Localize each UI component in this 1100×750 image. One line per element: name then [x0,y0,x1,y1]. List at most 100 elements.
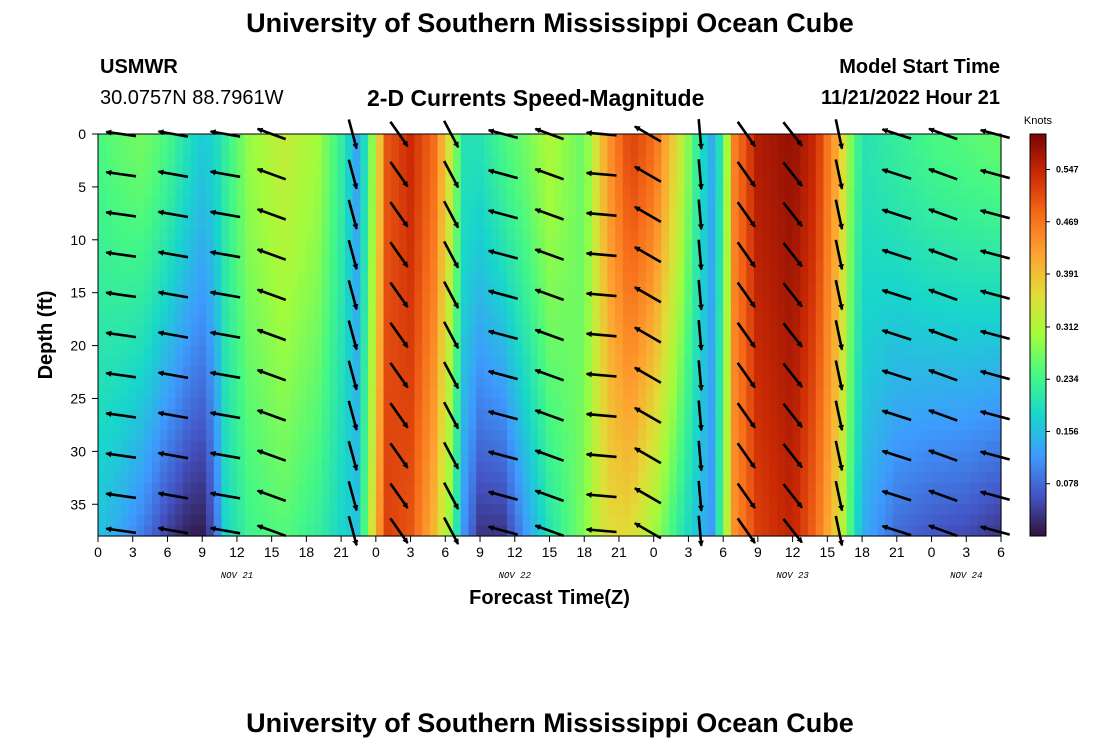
heatmap-cell [414,356,423,368]
heatmap-cell [213,218,223,230]
heatmap-cell [784,155,794,167]
heatmap-cell [136,218,145,230]
heatmap-cell [561,134,570,146]
heatmap-cell [414,250,423,262]
heatmap-cell [939,186,948,199]
heatmap-cell [144,155,153,167]
heatmap-cell [314,493,323,505]
heatmap-cell [815,229,825,241]
heatmap-cell [406,483,416,495]
heatmap-cell [229,504,238,516]
heatmap-cell [707,176,717,188]
heatmap-cell [707,335,717,347]
heatmap-cell [877,292,886,304]
heatmap-cell [723,366,732,378]
heatmap-cell [530,208,539,220]
heatmap-cell [399,165,408,177]
heatmap-cell [946,324,956,336]
heatmap-cell [476,292,485,304]
heatmap-cell [507,176,516,188]
heatmap-cell [383,176,392,188]
heatmap-cell [576,218,585,230]
heatmap-cell [946,250,956,262]
heatmap-cell [599,472,608,484]
heatmap-cell [468,271,477,283]
heatmap-cell [777,239,786,251]
heatmap-cell [993,356,1002,368]
heatmap-cell [908,525,917,537]
heatmap-cell [676,409,686,421]
heatmap-cell [730,197,740,209]
heatmap-cell [561,250,570,262]
heatmap-cell [561,155,570,167]
heatmap-cell [445,483,454,495]
current-vector [209,410,241,420]
heatmap-cell [530,324,539,336]
heatmap-cell [692,186,701,199]
heatmap-cell [206,324,215,336]
heatmap-cell [946,271,956,283]
heatmap-cell [761,356,771,368]
heatmap-cell [483,250,493,262]
heatmap-cell [684,514,693,527]
heatmap-cell [314,186,323,199]
heatmap-cell [360,483,369,495]
heatmap-cell [152,451,161,463]
heatmap-cell [607,144,616,156]
heatmap-cell [530,483,539,495]
heatmap-cell [885,208,894,220]
heatmap-cell [514,514,524,527]
heatmap-cell [815,472,825,484]
heatmap-cell [684,250,693,262]
current-vector [157,290,189,299]
heatmap-cell [985,483,994,495]
current-vector [389,442,409,469]
heatmap-cell [661,197,670,209]
heatmap-cell [159,398,169,410]
heatmap-cell [414,483,423,495]
heatmap-cell [275,366,284,378]
heatmap-cell [283,356,292,368]
heatmap-cell [939,313,948,326]
heatmap-cell [892,366,902,378]
heatmap-cell [98,461,107,474]
heatmap-cell [607,324,616,336]
heatmap-cell [607,134,616,146]
current-vector [534,328,565,342]
heatmap-cell [700,176,709,188]
heatmap-cell [314,472,323,484]
heatmap-cell [522,335,531,347]
heatmap-cell [522,239,531,251]
heatmap-cell [530,356,539,368]
heatmap-cell [931,504,940,516]
heatmap-cell [244,239,253,251]
heatmap-cell [306,451,315,463]
heatmap-cell [537,134,547,146]
heatmap-cell [321,493,331,505]
heatmap-cell [746,271,755,283]
heatmap-cell [283,303,292,315]
heatmap-cell [892,165,902,177]
heatmap-cell [777,525,786,537]
heatmap-cell [290,461,300,474]
heatmap-cell [113,229,122,241]
heatmap-cell [221,504,230,516]
heatmap-cell [808,208,817,220]
heatmap-cell [715,366,724,378]
heatmap-cell [236,409,246,421]
heatmap-cell [769,451,778,463]
heatmap-cell [707,430,717,442]
current-vector [389,402,409,429]
heatmap-cell [206,197,215,209]
heatmap-cell [105,461,115,474]
heatmap-cell [229,176,238,188]
heatmap-cell [445,176,454,188]
heatmap-cell [700,155,709,167]
x-tick-label: 9 [198,544,206,560]
heatmap-cell [754,208,763,220]
heatmap-cell [399,398,408,410]
x-tick-label: 6 [719,544,727,560]
heatmap-cell [877,472,886,484]
heatmap-cell [962,271,971,283]
heatmap-cell [460,271,470,283]
